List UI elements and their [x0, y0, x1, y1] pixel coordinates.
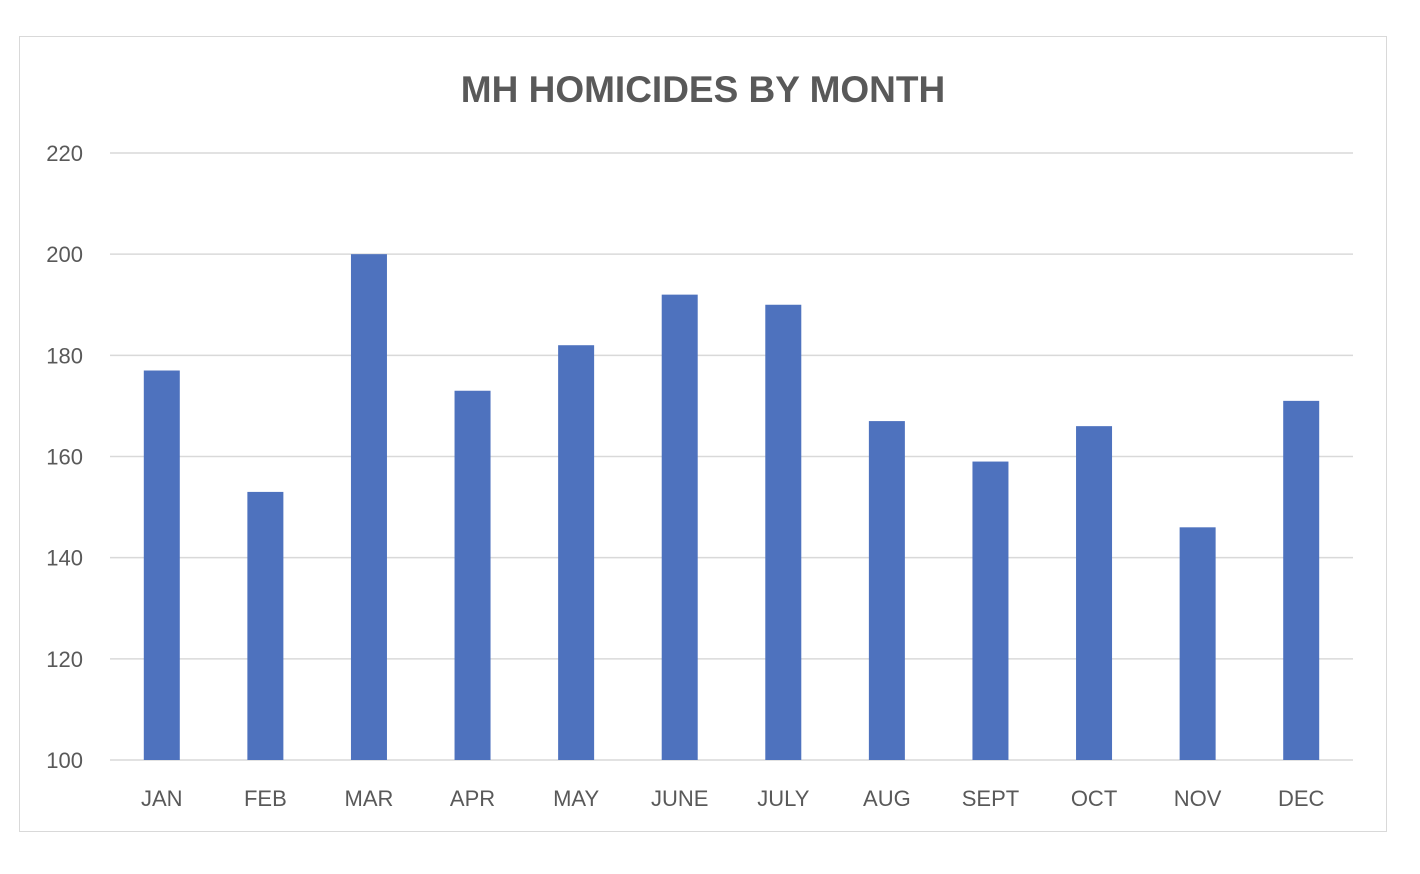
bar-may [558, 345, 595, 760]
x-tick-label: AUG [863, 786, 911, 811]
x-tick-label: APR [450, 786, 495, 811]
bar-june [661, 294, 698, 760]
bar-feb [247, 491, 284, 760]
bars [143, 254, 1320, 760]
y-tick-label: 180 [46, 343, 83, 368]
x-tick-label: FEB [244, 786, 287, 811]
gridlines [110, 152, 1353, 761]
y-axis-tick-labels: 100 120 140 160 180 200 220 [46, 141, 83, 773]
bar-sept [972, 461, 1009, 760]
x-tick-label: JAN [141, 786, 183, 811]
y-tick-label: 120 [46, 647, 83, 672]
x-tick-label: MAR [345, 786, 394, 811]
bar-july [765, 304, 802, 760]
x-tick-label: MAY [553, 786, 599, 811]
x-tick-label: DEC [1278, 786, 1325, 811]
y-tick-label: 100 [46, 748, 83, 773]
y-tick-label: 140 [46, 546, 83, 571]
x-tick-label: JULY [757, 786, 809, 811]
y-tick-label: 200 [46, 242, 83, 267]
bar-mar [350, 254, 387, 760]
bar-aug [868, 421, 905, 760]
bar-nov [1179, 527, 1216, 760]
bar-apr [454, 390, 491, 760]
bar-jan [143, 370, 180, 760]
bar-dec [1283, 400, 1320, 760]
bar-oct [1076, 426, 1113, 760]
y-tick-label: 160 [46, 445, 83, 470]
y-tick-label: 220 [46, 141, 83, 166]
x-tick-label: JUNE [651, 786, 708, 811]
chart-area [19, 36, 1387, 832]
x-tick-label: OCT [1071, 786, 1117, 811]
x-tick-label: SEPT [962, 786, 1019, 811]
x-tick-label: NOV [1174, 786, 1222, 811]
x-axis-tick-labels: JAN FEB MAR APR MAY JUNE JULY AUG SEPT OCT NOV DEC [141, 786, 1325, 811]
chart-title: MH HOMICIDES BY MONTH [461, 69, 945, 110]
